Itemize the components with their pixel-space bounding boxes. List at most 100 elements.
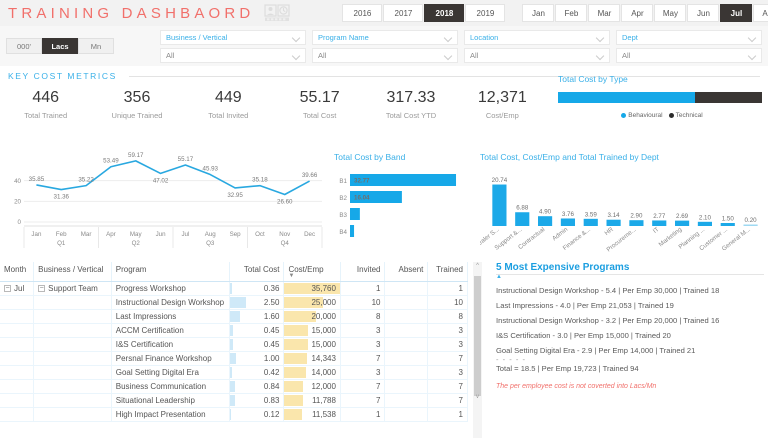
table-body: − Jul − Support Team Progress Workshop 0.36 35… [0,281,468,422]
unit-option-mn[interactable]: Mn [78,38,114,54]
table-row[interactable]: Business Communication 0.84 12,000 7 7 [0,379,468,394]
chevron-down-icon[interactable] [445,34,452,41]
month-slicer[interactable]: Jan Feb Mar Apr May Jun Jul Aug Sep Oct … [522,4,768,22]
table-row[interactable]: Situational Leadership 0.83 11,788 7 7 [0,393,468,408]
year-slicer[interactable]: 2016 2017 2018 2019 [342,4,506,22]
month-option-may[interactable]: May [654,4,687,22]
col-total-cost[interactable]: Total Cost [229,262,285,282]
scrollbar-thumb[interactable] [474,276,481,396]
svg-text:IT: IT [652,226,661,235]
unit-option-lacs[interactable]: Lacs [42,38,78,54]
year-option-2019[interactable]: 2019 [465,4,506,22]
col-cost-per-emp[interactable]: Cost/Emp ▼ [283,262,341,282]
table-row[interactable]: Persnal Finance Workshop 1.00 14,343 7 7 [0,351,468,366]
col-absent[interactable]: Absent [384,262,429,282]
chart-monthly-total-cost[interactable]: 0 20 40 35.85 31.36 35.22 53.49 59.17 47.02 55.17… [4,152,328,258]
slicer-business-vertical-value[interactable]: All [160,47,306,63]
cell-program: ACCM Certification [111,323,230,338]
expand-vertical-icon[interactable]: − [38,285,46,293]
total-cost-data-bar [229,283,232,294]
slicer-business-vertical-label: Business / Vertical [166,32,228,42]
cell-trained: 7 [427,393,468,408]
slicer-dept-value[interactable]: All [616,47,762,63]
cost-per-emp-data-bar [284,325,308,336]
year-option-2017[interactable]: 2017 [383,4,424,22]
chevron-down-icon[interactable] [445,52,452,59]
slicer-location[interactable]: Location All [464,29,610,63]
table-row[interactable]: ACCM Certification 0.45 15,000 3 3 [0,323,468,338]
slicer-dept-header[interactable]: Dept [616,29,762,45]
chevron-down-icon[interactable] [293,52,300,59]
stack-segment-behavioural[interactable] [558,92,695,103]
chevron-down-icon[interactable] [749,34,756,41]
programs-table-container[interactable]: Month Business / Vertical Program Total … [0,262,482,438]
slicer-location-header[interactable]: Location [464,29,610,45]
chevron-down-icon[interactable] [749,52,756,59]
page-title: TRAINING DASHBAORD [8,4,255,22]
col-program[interactable]: Program [111,262,230,282]
chart-cost-by-dept[interactable]: Total Cost, Cost/Emp and Total Trained b… [473,152,766,258]
month-option-apr[interactable]: Apr [621,4,654,22]
chevron-down-icon[interactable] [597,52,604,59]
year-option-2016[interactable]: 2016 [342,4,383,22]
most-expensive-programs-panel: 5 Most Expensive Programs ▲ Instructiona… [496,262,768,438]
stacked-bar[interactable] [558,92,762,103]
slicer-program-name[interactable]: Program Name All [312,29,458,63]
slicer-program-name-label: Program Name [318,32,369,42]
legend-item-behavioural[interactable]: Behavioural [621,112,663,119]
table-row[interactable]: Last Impressions 1.60 20,000 8 8 [0,309,468,324]
cell-cost-per-emp-value: 11,538 [312,410,336,419]
month-option-jul[interactable]: Jul [720,4,753,22]
table-row[interactable]: − Jul − Support Team Progress Workshop 0.36 35… [0,281,468,296]
slicer-business-vertical-header[interactable]: Business / Vertical [160,29,306,45]
table-scrollbar[interactable]: ^ v [473,262,482,438]
unit-toggle[interactable]: 000' Lacs Mn [6,38,114,54]
kpi-total-trained-value: 446 [32,89,60,106]
table-row[interactable]: I&S Certification 0.45 15,000 3 3 [0,337,468,352]
month-option-jan[interactable]: Jan [522,4,555,22]
col-month[interactable]: Month [0,262,35,282]
table-row[interactable]: Goal Setting Digital Era 0.42 14,000 3 3 [0,365,468,380]
cell-cost-per-emp-value: 14,343 [311,354,336,363]
total-cost-data-bar [229,325,233,336]
month-option-mar[interactable]: Mar [588,4,621,22]
expand-month-icon[interactable]: − [4,285,11,293]
slicer-program-name-header[interactable]: Program Name [312,29,458,45]
slicer-group: Business / Vertical All Program Name All… [160,29,762,63]
cell-total-cost-value: 1.00 [263,354,280,363]
scroll-down-icon[interactable]: v [476,394,479,400]
stack-segment-technical[interactable] [694,92,762,103]
cell-absent [384,379,429,394]
total-cost-data-bar [229,409,231,420]
month-option-aug[interactable]: Aug [753,4,768,22]
cell-program: High Impact Presentation [111,407,230,422]
unit-option-thousands[interactable]: 000' [6,38,42,54]
svg-text:Aug: Aug [205,231,217,238]
year-option-2018[interactable]: 2018 [424,4,465,22]
legend-item-technical[interactable]: Technical [668,112,703,119]
cost-per-emp-data-bar [284,339,308,350]
chevron-down-icon[interactable] [597,34,604,41]
table-row[interactable]: Instructional Design Workshop 2.50 25,000 1… [0,295,468,310]
col-business-vertical[interactable]: Business / Vertical [33,262,112,282]
slicer-dept[interactable]: Dept All [616,29,762,63]
col-invited[interactable]: Invited [340,262,386,282]
chart-total-cost-by-type[interactable]: Total Cost by Type Behavioural Technical [558,74,766,119]
scroll-up-icon[interactable]: ^ [476,263,479,269]
cell-cost-per-emp-value: 15,000 [311,340,336,349]
col-trained[interactable]: Trained [427,262,468,282]
month-option-jun[interactable]: Jun [687,4,720,22]
cell-month [0,379,35,394]
slicer-program-name-selected: All [318,50,327,60]
collapse-icon[interactable]: ▲ [496,274,502,280]
total-cost-data-bar [229,297,246,308]
slicer-location-value[interactable]: All [464,47,610,63]
app-header: TRAINING DASHBAORD 2016 2017 2018 2019 J… [0,0,768,26]
chart-total-cost-by-band[interactable]: Total Cost by Band B1 32.77 B2 16.04 B3 B4 [334,152,474,258]
slicer-business-vertical[interactable]: Business / Vertical All [160,29,306,63]
chevron-down-icon[interactable] [293,34,300,41]
slicer-program-name-value[interactable]: All [312,47,458,63]
cost-per-emp-data-bar [284,297,324,308]
table-row[interactable]: High Impact Presentation 0.12 11,538 1 1 [0,407,468,422]
month-option-feb[interactable]: Feb [555,4,588,22]
